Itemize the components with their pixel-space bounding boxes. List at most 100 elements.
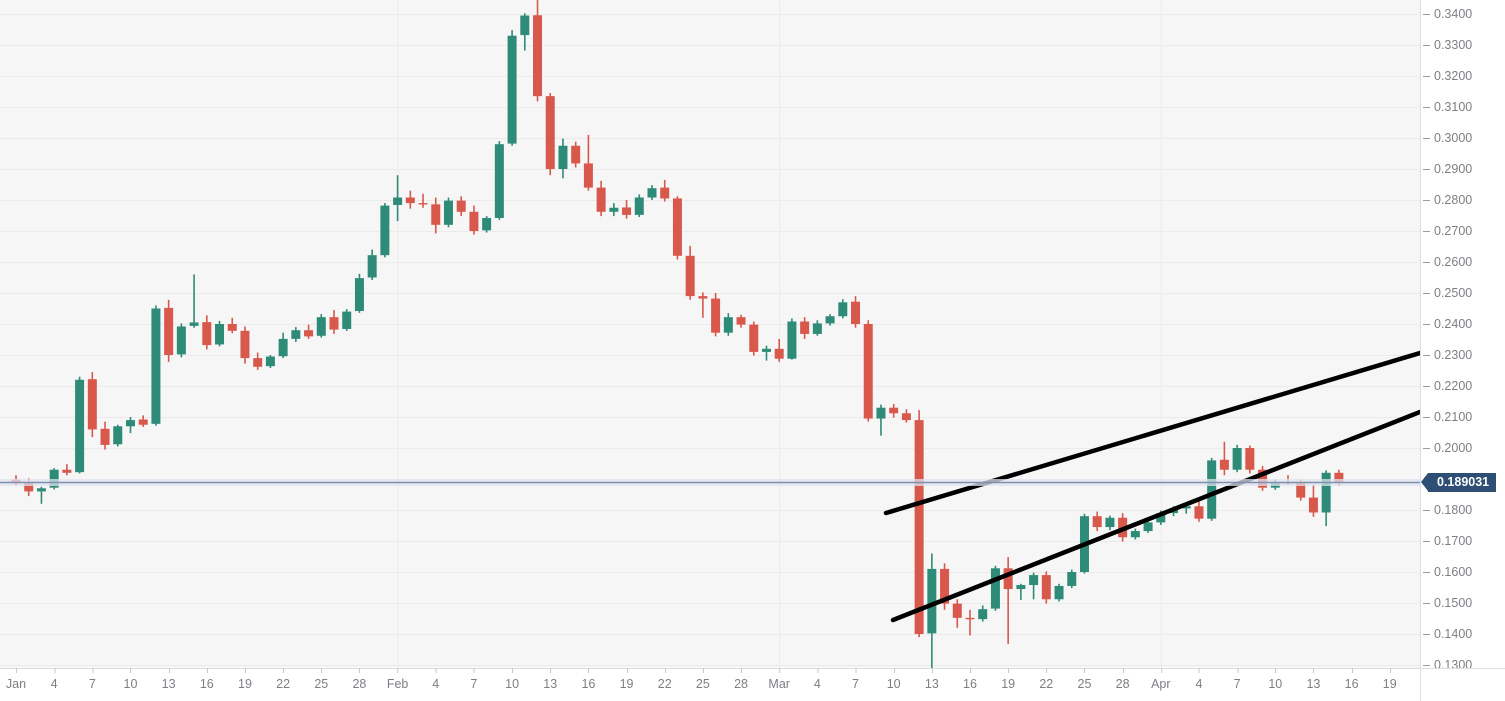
x-tick-label: 7 (470, 677, 478, 691)
x-tick-mark (741, 668, 743, 673)
candlestick (253, 352, 263, 370)
candlestick (952, 599, 962, 628)
y-tick-mark (1423, 665, 1430, 667)
x-tick-mark (283, 668, 285, 673)
y-tick-label: 0.2300 (1434, 348, 1473, 362)
x-tick-label: 28 (1115, 677, 1130, 691)
candle-body (1334, 472, 1344, 483)
candle-body (711, 298, 721, 333)
candlestick (647, 185, 657, 200)
candlestick (533, 0, 543, 102)
y-tick-mark (1423, 138, 1430, 140)
candle-body (800, 321, 810, 334)
x-tick-label: 10 (1268, 677, 1283, 691)
x-tick-mark (206, 668, 208, 673)
y-tick-mark (1423, 634, 1430, 636)
y-axis-tick: 0.2800 (1421, 192, 1472, 208)
candlestick (1003, 557, 1013, 644)
candle-body (405, 197, 415, 204)
candlestick (1258, 465, 1268, 491)
candlestick (825, 314, 835, 326)
candlestick (978, 605, 988, 622)
y-axis-tick: 0.2500 (1421, 285, 1472, 301)
y-axis-tick: 0.1400 (1421, 626, 1472, 642)
x-tick-label: 7 (88, 677, 96, 691)
candlestick (189, 274, 199, 328)
chart-canvas (0, 0, 1420, 668)
x-tick-mark (321, 668, 323, 673)
y-axis[interactable]: 0.3400 0.3300 0.3200 0.3100 0.3000 0.2900 0.28… (1420, 0, 1505, 672)
x-axis[interactable]: Jan 4 7 10 13 16 19 22 25 28 Feb 4 7 10 13 16 19 22 25 28 Ma… (0, 668, 1435, 701)
candlestick (1054, 583, 1064, 602)
candle-body (240, 330, 250, 359)
candle-body (49, 469, 59, 488)
x-axis-tick: 13 (543, 668, 557, 691)
candlestick (316, 314, 326, 338)
candle-body (876, 407, 886, 419)
candlestick (749, 321, 759, 356)
candle-body (978, 609, 988, 620)
x-tick-label: 16 (963, 677, 977, 691)
candle-body (278, 338, 288, 357)
candle-body (189, 322, 199, 326)
candle-body (1003, 568, 1013, 590)
x-tick-mark (1351, 668, 1353, 673)
candlestick (443, 197, 453, 228)
y-axis-tick: 0.1800 (1421, 502, 1472, 518)
y-axis-tick: 0.2100 (1421, 409, 1472, 425)
y-axis-tick: 0.2600 (1421, 254, 1472, 270)
candle-body (138, 419, 148, 425)
candlestick (1067, 569, 1077, 589)
y-tick-label: 0.2400 (1434, 317, 1473, 331)
y-tick-mark (1423, 169, 1430, 171)
x-axis-tick: 7 (470, 668, 478, 691)
candle-body (494, 144, 504, 218)
candlestick (774, 338, 784, 362)
x-axis-tick: 16 (963, 668, 977, 691)
candlestick (151, 305, 161, 426)
candlestick-series (11, 0, 1344, 668)
y-tick-mark (1423, 510, 1430, 512)
candlestick (520, 13, 530, 51)
x-tick-mark (626, 668, 628, 673)
candlestick (1232, 444, 1242, 473)
candle-body (723, 317, 733, 333)
y-axis-tick: 0.3300 (1421, 37, 1472, 53)
x-tick-mark (1084, 668, 1086, 673)
candle-body (520, 15, 530, 36)
candlestick (901, 409, 911, 423)
y-tick-mark (1423, 324, 1430, 326)
x-tick-label: 13 (161, 677, 176, 691)
candle-body (889, 407, 899, 414)
candlestick (494, 141, 504, 220)
candle-body (316, 317, 326, 336)
candlestick (36, 486, 46, 504)
x-tick-mark (1389, 668, 1391, 673)
x-tick-label: 19 (1382, 677, 1397, 691)
x-tick-mark (54, 668, 56, 673)
x-tick-mark (473, 668, 475, 673)
candlestick (342, 309, 352, 331)
candle-body (901, 413, 911, 421)
x-tick-label: Feb (386, 677, 409, 691)
candle-body (354, 278, 364, 311)
x-axis-tick: Feb (386, 668, 409, 691)
x-axis-tick: Apr (1151, 668, 1171, 691)
x-tick-label: 4 (813, 677, 821, 691)
candle-body (393, 197, 403, 205)
x-tick-label: 4 (1195, 677, 1203, 691)
y-tick-mark (1423, 572, 1430, 574)
x-axis-tick: 28 (352, 668, 366, 691)
candlestick (711, 293, 721, 337)
candle-body (87, 379, 97, 430)
candlestick (1321, 470, 1331, 527)
x-tick-mark (435, 668, 437, 673)
candlestick (431, 197, 441, 234)
candlestick (914, 410, 924, 638)
candle-body (1105, 517, 1115, 528)
y-tick-label: 0.3200 (1434, 69, 1473, 83)
candle-body (583, 163, 593, 188)
y-tick-mark (1423, 386, 1430, 388)
chart-plot-area[interactable] (0, 0, 1420, 668)
upper-trendline (883, 350, 1420, 516)
